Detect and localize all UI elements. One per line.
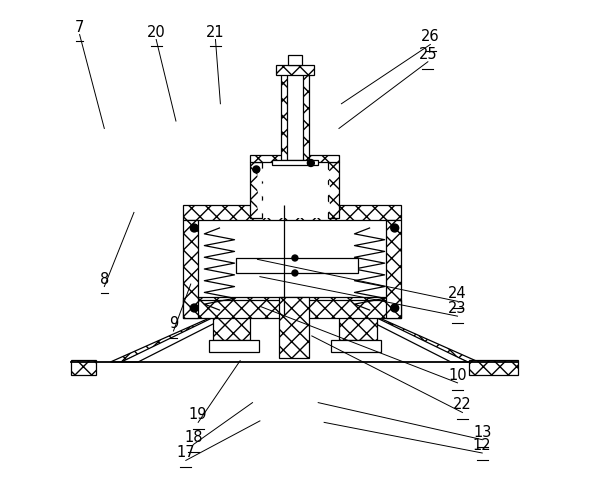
Circle shape xyxy=(391,224,399,232)
Bar xyxy=(250,162,262,218)
Text: 21: 21 xyxy=(206,25,225,40)
Text: 19: 19 xyxy=(189,408,207,422)
Bar xyxy=(327,162,339,218)
Bar xyxy=(469,360,518,375)
Bar xyxy=(183,300,402,318)
Polygon shape xyxy=(110,305,250,362)
Circle shape xyxy=(253,166,260,173)
Circle shape xyxy=(318,169,330,181)
Bar xyxy=(236,258,358,273)
Bar xyxy=(281,68,309,160)
Circle shape xyxy=(318,201,330,213)
Text: 22: 22 xyxy=(453,398,472,412)
Text: 8: 8 xyxy=(100,272,109,287)
Bar xyxy=(250,155,339,162)
Polygon shape xyxy=(339,305,468,362)
Polygon shape xyxy=(339,305,479,362)
Bar xyxy=(276,65,314,75)
Bar xyxy=(209,340,259,352)
Bar xyxy=(279,297,309,358)
Bar xyxy=(183,220,198,318)
Bar xyxy=(198,220,386,318)
Bar xyxy=(262,162,327,218)
Circle shape xyxy=(391,304,399,312)
Text: 10: 10 xyxy=(448,368,467,383)
Text: 26: 26 xyxy=(421,30,439,44)
Bar xyxy=(286,68,303,160)
Text: 7: 7 xyxy=(75,20,84,35)
Circle shape xyxy=(292,270,298,276)
Text: 13: 13 xyxy=(473,425,491,440)
Circle shape xyxy=(258,169,270,181)
Circle shape xyxy=(258,201,270,213)
Circle shape xyxy=(307,160,315,166)
Circle shape xyxy=(190,224,198,232)
Text: 9: 9 xyxy=(169,316,178,331)
Bar xyxy=(183,297,396,312)
Text: 24: 24 xyxy=(448,287,467,301)
Bar xyxy=(288,55,302,65)
Bar xyxy=(386,220,402,318)
Bar xyxy=(272,160,317,165)
Circle shape xyxy=(258,184,270,196)
Bar xyxy=(213,312,250,340)
Text: 20: 20 xyxy=(147,25,166,40)
Bar xyxy=(71,360,96,375)
Text: 25: 25 xyxy=(419,47,437,62)
Bar xyxy=(339,312,377,340)
Circle shape xyxy=(318,184,330,196)
Text: 12: 12 xyxy=(473,438,492,453)
Bar xyxy=(331,340,381,352)
Circle shape xyxy=(292,255,298,261)
Polygon shape xyxy=(121,305,250,362)
Text: 18: 18 xyxy=(184,430,203,445)
Text: 17: 17 xyxy=(177,446,195,460)
Text: 23: 23 xyxy=(448,301,466,316)
Bar xyxy=(183,205,402,220)
Circle shape xyxy=(190,304,198,312)
